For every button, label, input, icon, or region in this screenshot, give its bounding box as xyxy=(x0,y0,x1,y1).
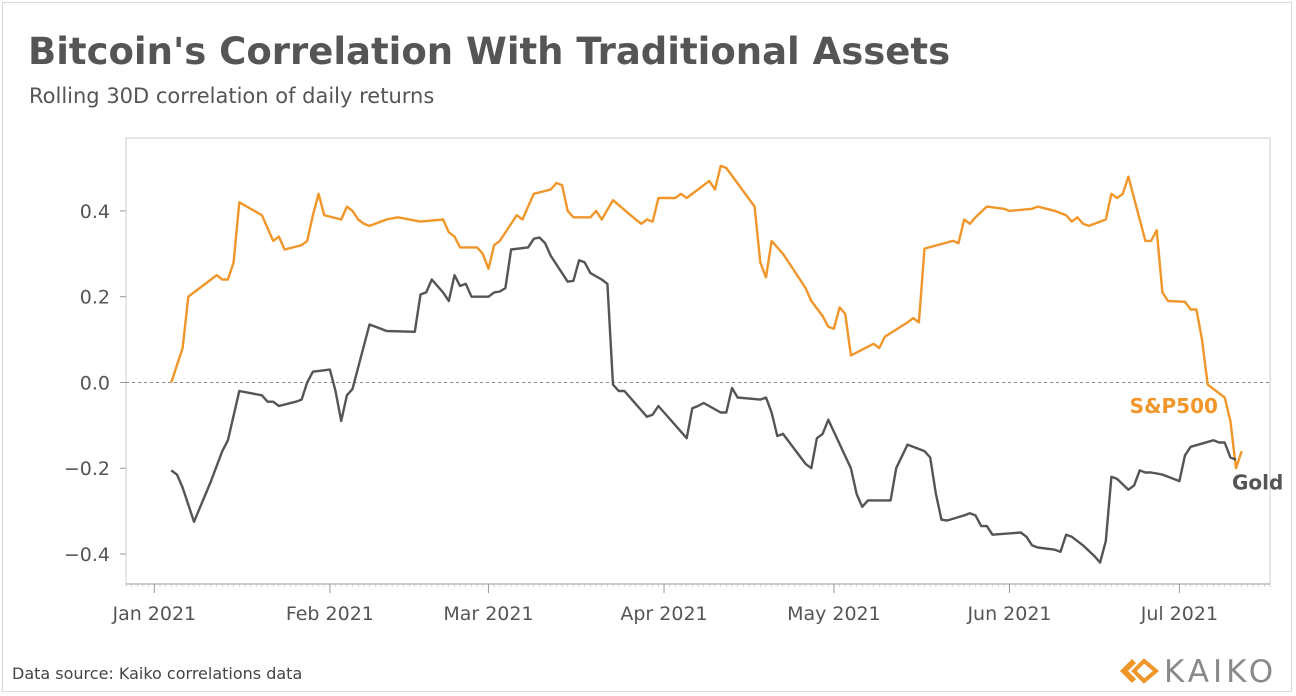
x-tick-label: May 2021 xyxy=(787,603,881,625)
axes: 0.4 0.2 0.0 −0.2 −0.4 Jan 2021 Feb 2021 Mar 202… xyxy=(64,137,1271,625)
series-line-gold xyxy=(170,236,1237,564)
series-line-s-p500 xyxy=(170,164,1243,470)
plot-border xyxy=(125,137,1271,584)
series-label-gold: Gold xyxy=(1232,471,1283,495)
data-source-note: Data source: Kaiko correlations data xyxy=(12,664,303,683)
kaiko-logo: KAIKO xyxy=(1110,652,1290,690)
chart-subtitle: Rolling 30D correlation of daily returns xyxy=(29,84,435,108)
y-tick-label: 0.0 xyxy=(80,372,110,394)
y-tick-label: 0.2 xyxy=(80,287,110,309)
x-tick-label: Jul 2021 xyxy=(1140,603,1218,625)
series-labels: S&P500 Gold xyxy=(1130,394,1284,495)
series-label-s-p500: S&P500 xyxy=(1130,394,1218,418)
chart-title: Bitcoin's Correlation With Traditional A… xyxy=(28,30,951,73)
x-tick-label: Apr 2021 xyxy=(620,603,707,625)
x-tick-label: Jan 2021 xyxy=(111,603,196,625)
kaiko-logo-text: KAIKO xyxy=(1164,654,1278,690)
series-lines xyxy=(170,164,1243,564)
kaiko-diamond-icon xyxy=(1120,658,1160,684)
y-tick-label: −0.4 xyxy=(64,544,110,566)
x-tick-label: Jun 2021 xyxy=(966,603,1051,625)
x-tick-label: Mar 2021 xyxy=(443,603,533,625)
y-tick-label: −0.2 xyxy=(64,458,110,480)
y-tick-label: 0.4 xyxy=(80,201,110,223)
x-tick-label: Feb 2021 xyxy=(286,603,374,625)
